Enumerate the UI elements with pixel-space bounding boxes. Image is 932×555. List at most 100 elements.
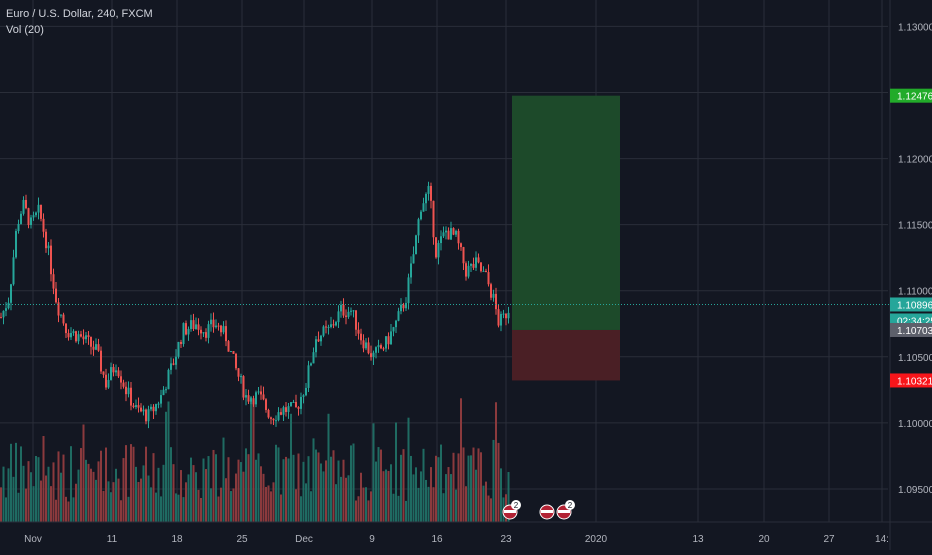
us-flag-event-marker[interactable]: 2 — [556, 500, 575, 520]
candle-body — [437, 243, 440, 258]
time-axis[interactable]: Nov 11 18 25 Dec 9 16 23 2020 13 20 27 14: — [0, 521, 932, 545]
candle-body — [42, 218, 45, 232]
volume-bar — [390, 464, 392, 522]
volume-bar — [27, 461, 30, 522]
flag-stripe — [558, 510, 570, 513]
volume-bar — [257, 453, 260, 522]
candle-body — [167, 369, 170, 390]
entry-price-label-text: 1.10703 — [897, 326, 932, 337]
volume-bar — [22, 465, 25, 522]
volume-bar — [167, 401, 170, 522]
candle-body — [115, 370, 117, 373]
candle-body — [27, 208, 30, 225]
candle-body — [350, 310, 352, 312]
candle-body — [177, 341, 180, 357]
candle-body — [10, 284, 12, 303]
volume-bar — [182, 497, 185, 522]
volume-bar — [492, 439, 495, 522]
candle-body — [72, 331, 75, 334]
candle-body — [487, 272, 490, 285]
candle-body — [475, 257, 477, 268]
candle-body — [30, 217, 32, 225]
candle-body — [432, 200, 435, 238]
candle-body — [172, 363, 175, 365]
volume-bar — [287, 458, 290, 522]
candle-body — [132, 405, 135, 408]
candle-body — [252, 398, 255, 405]
volume-bar — [110, 492, 112, 522]
volume-bar — [477, 448, 480, 522]
volume-bar — [317, 452, 320, 522]
volume-bar — [85, 459, 87, 522]
volume-bar — [187, 474, 190, 522]
volume-bar — [140, 478, 142, 522]
volume-bar — [0, 487, 2, 522]
symbol-title[interactable]: Euro / U.S. Dollar, 240, FXCM — [6, 8, 153, 20]
volume-bar — [30, 472, 32, 522]
volume-bar — [42, 435, 45, 522]
us-flag-event-marker[interactable] — [539, 504, 555, 520]
candle-body — [0, 317, 2, 319]
volume-bar — [272, 482, 275, 522]
volume-bar — [407, 417, 410, 522]
candle-body — [490, 284, 492, 298]
volume-bar — [442, 493, 445, 522]
volume-bar — [237, 459, 240, 522]
candle-body — [320, 335, 322, 342]
candle-body — [105, 374, 107, 388]
volume-bar — [107, 481, 110, 522]
candle-body — [390, 331, 392, 345]
volume-bar — [97, 461, 100, 522]
volume-bar — [265, 486, 267, 522]
long-position-tool[interactable] — [512, 95, 620, 381]
volume-bar — [177, 494, 180, 522]
volume-bar — [137, 481, 140, 522]
candle-body — [422, 203, 425, 212]
volume-indicator-title[interactable]: Vol (20) — [6, 24, 44, 36]
volume-bar — [497, 442, 500, 522]
candle-body — [497, 309, 500, 326]
candle-body — [32, 215, 35, 218]
candle-body — [220, 325, 222, 333]
volume-bar — [332, 450, 335, 522]
candle-body — [500, 314, 502, 326]
candle-body — [12, 257, 15, 285]
candle-body — [270, 417, 272, 419]
candle-body — [7, 302, 10, 309]
candle-body — [365, 342, 367, 349]
candle-body — [435, 237, 437, 258]
candle-body — [50, 245, 52, 275]
candle-body — [2, 310, 5, 318]
candle-body — [332, 324, 335, 326]
volume-bar — [180, 470, 182, 522]
candle-body — [505, 313, 507, 319]
grid — [0, 0, 888, 522]
candle-body — [70, 333, 72, 338]
candle-body — [385, 336, 387, 349]
candle-body — [137, 405, 140, 408]
us-flag-event-marker[interactable]: 2 — [502, 500, 521, 520]
volume-bar — [152, 453, 155, 522]
candle-body — [215, 325, 217, 328]
candle-body — [377, 345, 380, 348]
volume-bar — [175, 493, 177, 522]
candle-body — [200, 329, 202, 334]
candle-body — [495, 293, 497, 310]
candle-body — [127, 387, 130, 395]
candle-body — [222, 326, 225, 333]
volume-bar — [90, 468, 92, 522]
volume-bar — [370, 491, 372, 522]
volume-bar — [25, 488, 27, 522]
candle-body — [107, 379, 110, 388]
time-tick-label: 16 — [431, 534, 443, 545]
candle-body — [360, 333, 362, 341]
price-tick-label: 1.11500 — [898, 221, 932, 232]
candle-body — [195, 324, 197, 329]
volume-bar — [245, 448, 247, 522]
candle-body — [382, 348, 385, 350]
volume-bar — [20, 446, 22, 522]
